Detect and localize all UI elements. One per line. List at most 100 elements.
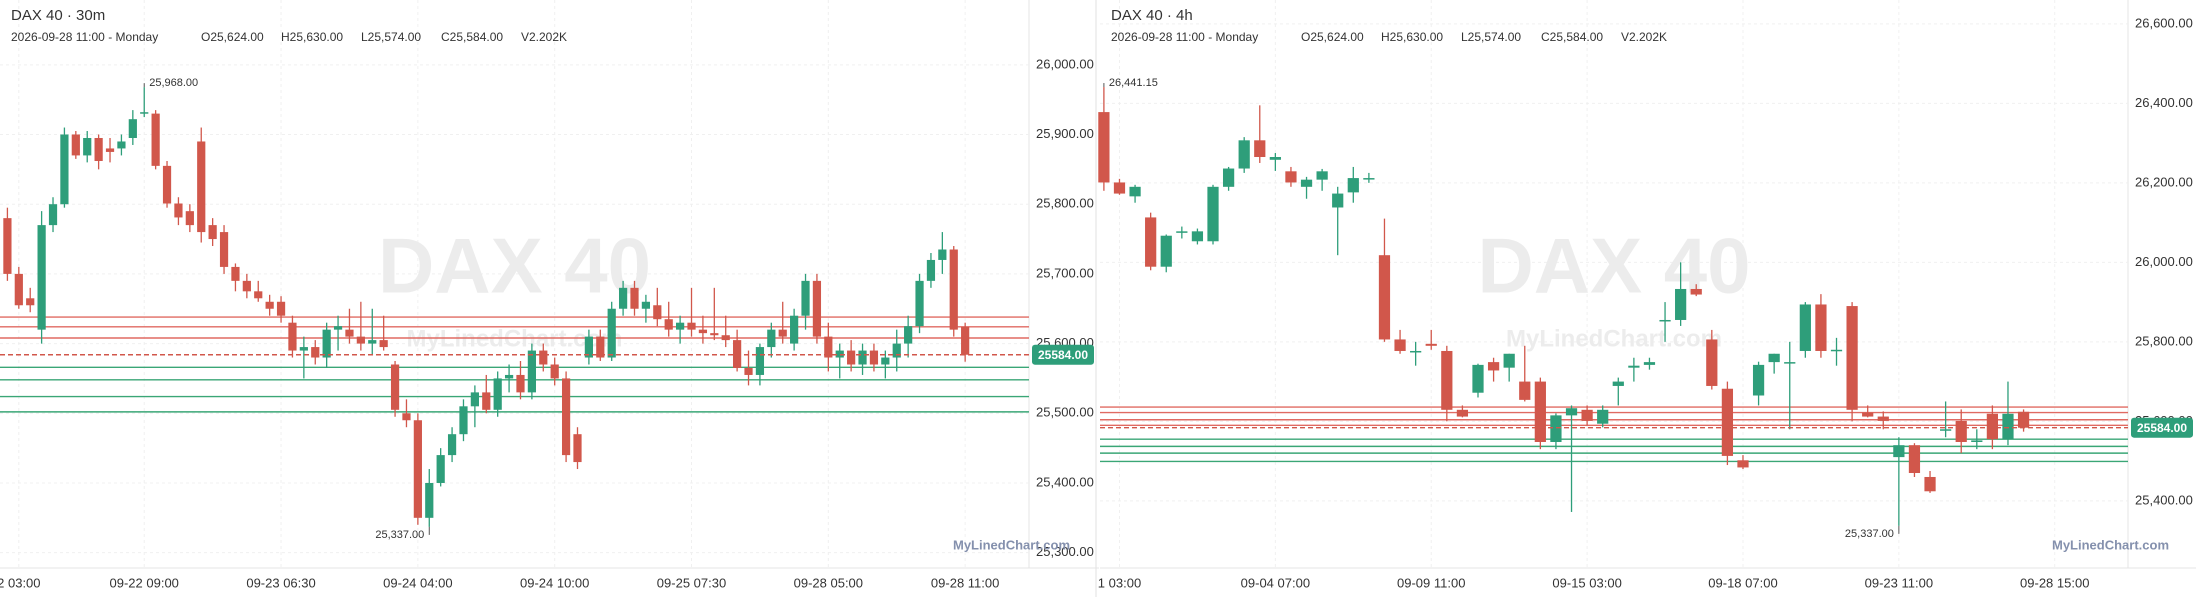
candle-body	[1768, 353, 1780, 363]
candle-body	[1721, 388, 1734, 456]
candle-body	[390, 364, 400, 410]
x-tick-label: 09-23 11:00	[1865, 575, 1933, 590]
candle-body	[550, 364, 559, 379]
candle-body	[630, 287, 639, 309]
candle-body	[1784, 362, 1796, 364]
candle-body	[1332, 193, 1344, 208]
candle-body	[641, 301, 651, 309]
candle-body	[1799, 304, 1811, 351]
candle-body	[1659, 319, 1671, 322]
info-text: O25,624.00	[1301, 30, 1364, 44]
watermark-site: MyLinedChart.com	[1506, 325, 1722, 352]
candle-body	[1503, 353, 1515, 368]
candle-body	[322, 329, 331, 358]
info-text: V2.202K	[521, 30, 567, 44]
info-text: L25,574.00	[361, 30, 421, 44]
candle-body	[1986, 413, 1998, 440]
x-tick-label: 09-28 11:00	[931, 575, 999, 590]
candle-body	[1347, 178, 1359, 193]
chart-title: DAX 40 · 30m	[11, 7, 105, 24]
candle-body	[1706, 339, 1718, 386]
candle-body	[607, 308, 616, 358]
candle-body	[219, 232, 229, 267]
candle-body	[470, 392, 479, 407]
candle-body	[94, 137, 103, 161]
candle-body	[721, 335, 730, 341]
x-tick-label: 09-25 07:30	[657, 575, 726, 590]
candle-body	[1207, 186, 1219, 242]
info-text: C25,584.00	[441, 30, 503, 44]
x-tick-label: 09-28 05:00	[794, 575, 863, 590]
candle-body	[1690, 288, 1702, 295]
y-tick-label: 26,600.00	[2135, 15, 2193, 30]
candle-body	[790, 315, 799, 344]
y-tick-label: 26,000.00	[2135, 254, 2193, 269]
candle-body	[1519, 381, 1531, 400]
x-tick-label: 09-18 07:00	[1708, 575, 1777, 590]
candle-body	[1129, 186, 1141, 197]
candle-body	[1877, 416, 1889, 421]
candle-body	[1316, 171, 1328, 180]
candle-body	[1145, 217, 1157, 267]
info-text: O25,624.00	[201, 30, 264, 44]
candle-body	[835, 350, 844, 358]
y-tick-label: 25,900.00	[1036, 126, 1094, 141]
candle-body	[493, 378, 502, 410]
candle-body	[1908, 445, 1921, 474]
candle-body	[83, 137, 92, 156]
candle-body	[1441, 350, 1453, 410]
candle-body	[1830, 349, 1843, 352]
brand: MyLinedChart.com	[953, 537, 1070, 552]
candle-body	[744, 367, 753, 375]
candle-body	[1565, 408, 1578, 416]
candle-body	[561, 378, 571, 456]
candle-body	[208, 225, 217, 240]
candle-body	[824, 336, 833, 358]
x-tick-label: 1 03:00	[1098, 575, 1141, 590]
candle-body	[311, 347, 320, 358]
watermark: DAX 40	[378, 222, 651, 310]
candle-body	[1254, 140, 1266, 158]
candle-body	[1675, 288, 1687, 320]
candle-body	[1472, 364, 1484, 393]
candle-body	[858, 350, 867, 365]
annotation-label: 25,337.00	[1845, 528, 1894, 540]
candle-body	[527, 350, 536, 393]
candle-body	[356, 336, 365, 344]
candle-body	[265, 301, 274, 309]
y-tick-label: 25,500.00	[1036, 405, 1094, 420]
x-tick-label: 2 03:00	[0, 575, 41, 590]
candle-body	[892, 343, 901, 358]
y-tick-label: 25,800.00	[2135, 333, 2193, 348]
candle-body	[105, 148, 115, 152]
candle-body	[1487, 362, 1500, 371]
y-tick-label: 25,400.00	[2135, 492, 2193, 507]
candle-body	[1846, 306, 1858, 410]
candle-body	[425, 482, 434, 518]
y-tick-label: 25,800.00	[1036, 196, 1094, 211]
candle-body	[288, 322, 297, 351]
x-tick-label: 09-23 06:30	[246, 575, 315, 590]
candle-body	[299, 347, 308, 351]
x-tick-label: 09-24 04:00	[383, 575, 452, 590]
candle-body	[778, 329, 787, 337]
candle-body	[938, 249, 947, 260]
candle-body	[1160, 235, 1172, 267]
candle-body	[60, 134, 69, 205]
candle-body	[254, 291, 263, 299]
candle-body	[676, 322, 685, 330]
candle-body	[1363, 178, 1375, 180]
candle-body	[1534, 381, 1546, 442]
candle-body	[755, 347, 765, 375]
candle-body	[949, 249, 958, 330]
info-text: 2026-09-28 11:00 - Monday	[1111, 30, 1258, 44]
candle-body	[618, 287, 628, 309]
candle-body	[1924, 476, 1936, 492]
candle-body	[117, 141, 126, 149]
candle-body	[1098, 112, 1110, 183]
candle-body	[1971, 440, 1983, 442]
last-price-label: 25584.00	[1038, 348, 1088, 362]
x-tick-label: 09-28 15:00	[2020, 575, 2089, 590]
